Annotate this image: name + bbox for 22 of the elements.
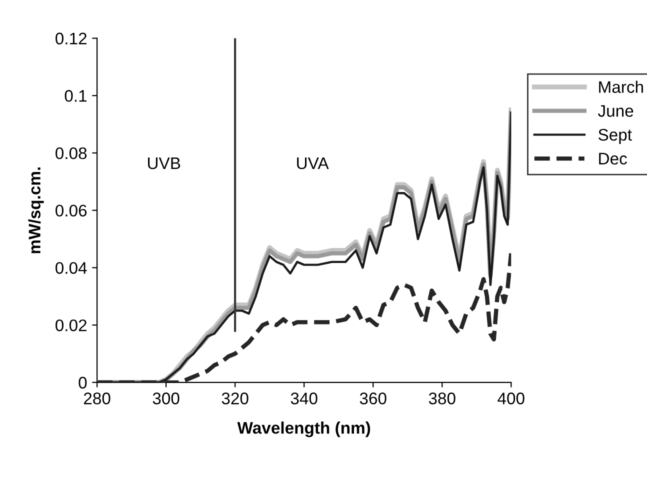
x-tick-label: 400 xyxy=(498,392,524,404)
x-tick-label: 300 xyxy=(152,392,180,404)
y-tick-label: 0.04 xyxy=(56,262,87,274)
x-axis-title: Wavelength (nm) xyxy=(237,422,370,438)
legend-label: Dec xyxy=(599,152,627,165)
x-tick-label: 340 xyxy=(290,392,318,404)
x-tick-label: 280 xyxy=(84,392,110,404)
y-tick-label: 0.1 xyxy=(64,90,87,102)
y-tick-label: 0 xyxy=(78,376,87,389)
y-tick-label: 0.12 xyxy=(56,32,86,44)
y-tick-label: 0.08 xyxy=(56,147,87,160)
legend-label: Sept xyxy=(598,128,632,144)
y-tick-label: 0.02 xyxy=(56,319,86,332)
x-tick-label: 360 xyxy=(360,392,386,404)
annotation: UVA xyxy=(297,158,329,170)
y-tick-label: 0.06 xyxy=(56,204,87,217)
x-tick-label: 320 xyxy=(222,392,248,404)
legend-label: March xyxy=(599,80,643,93)
annotation: UVB xyxy=(148,158,180,170)
y-axis-title: mW/sq.cm. xyxy=(28,167,44,254)
x-tick-label: 380 xyxy=(428,392,456,404)
legend-label: June xyxy=(598,105,634,117)
